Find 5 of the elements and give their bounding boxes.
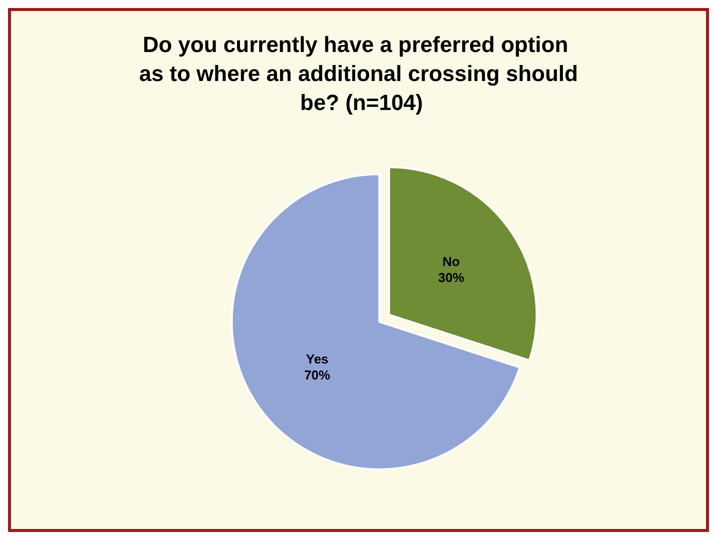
slice-label: No [442,254,460,270]
chart-title: Do you currently have a preferred option as to where an additional crossing should be? (n=104) [139,32,578,115]
data-label: 30% [438,270,465,286]
slice-label: Yes [306,351,328,366]
data-label: 70% [304,367,331,382]
